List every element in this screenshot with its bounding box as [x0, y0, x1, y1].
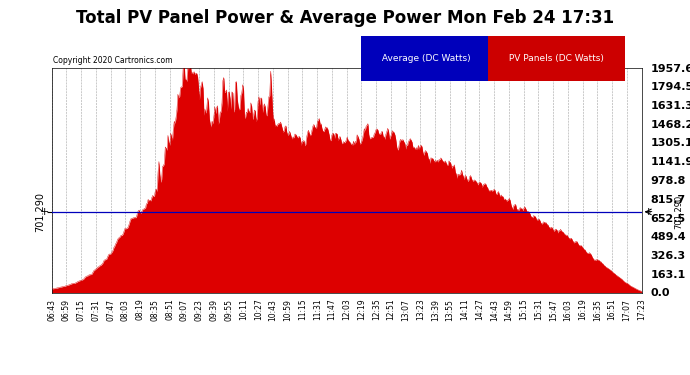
Text: Copyright 2020 Cartronics.com: Copyright 2020 Cartronics.com [53, 56, 172, 65]
Text: +: + [39, 207, 49, 217]
Text: 701.290: 701.290 [674, 195, 683, 229]
Text: Total PV Panel Power & Average Power Mon Feb 24 17:31: Total PV Panel Power & Average Power Mon… [76, 9, 614, 27]
Text: +: + [644, 207, 653, 217]
Text: Average (DC Watts): Average (DC Watts) [380, 54, 473, 63]
Text: PV Panels (DC Watts): PV Panels (DC Watts) [506, 54, 607, 63]
